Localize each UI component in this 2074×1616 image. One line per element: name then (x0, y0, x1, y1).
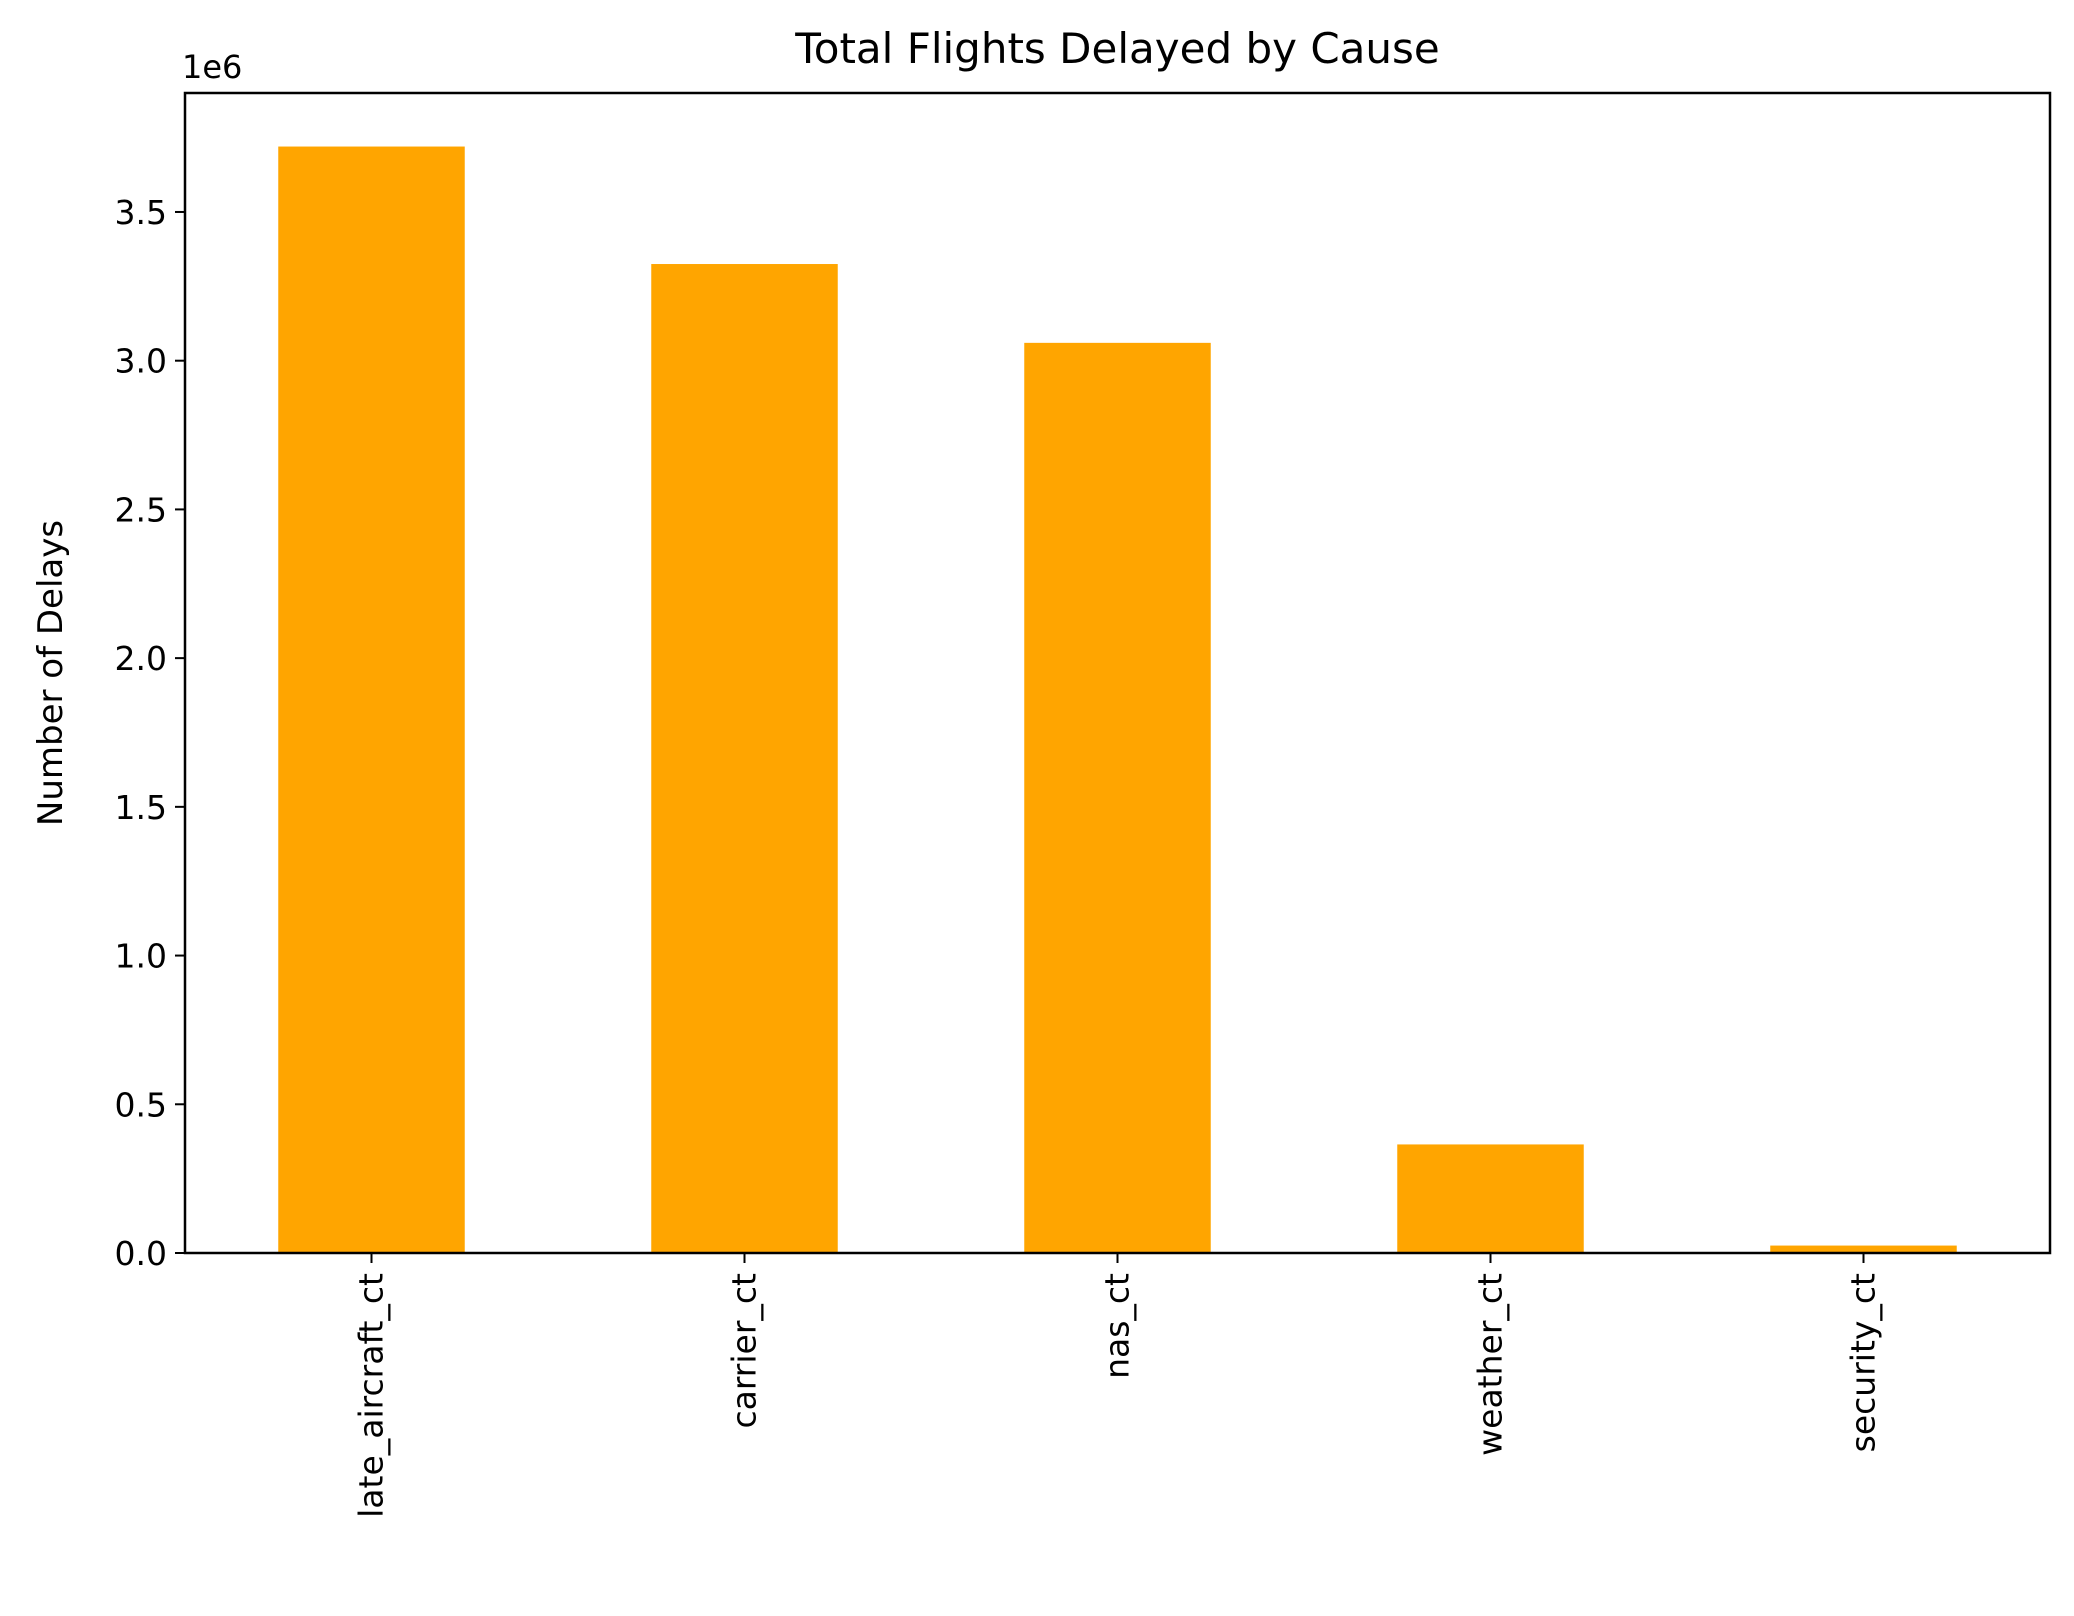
x-tick-label: weather_ct (1471, 1273, 1510, 1456)
x-tick-label: late_aircraft_ct (352, 1273, 391, 1518)
y-tick-label: 3.5 (115, 193, 167, 232)
bar-late_aircraft_ct (278, 146, 465, 1254)
y-axis-offset-label: 1e6 (182, 48, 242, 86)
y-axis-label: Number of Delays (31, 520, 71, 826)
bars-layer (278, 146, 1957, 1254)
y-tick-label: 3.0 (115, 342, 167, 381)
x-axis-ticks: late_aircraft_ct carrier_ct nas_ct weather_… (352, 1253, 1883, 1518)
bar-weather_ct (1397, 1144, 1584, 1253)
x-tick-label: nas_ct (1098, 1273, 1137, 1379)
chart-title: Total Flights Delayed by Cause (794, 24, 1439, 73)
x-tick-label: security_ct (1844, 1273, 1883, 1452)
bar-security_ct (1770, 1245, 1957, 1253)
y-tick-label: 1.0 (115, 937, 167, 976)
y-tick-label: 2.5 (115, 490, 167, 529)
bar-carrier_ct (651, 264, 838, 1253)
bar-nas_ct (1024, 342, 1211, 1253)
x-tick-label: carrier_ct (725, 1273, 764, 1429)
y-axis-ticks: 0.0 0.5 1.0 1.5 2.0 2.5 3.0 3.5 (115, 193, 185, 1273)
y-tick-label: 2.0 (115, 639, 167, 678)
y-tick-label: 1.5 (115, 788, 167, 827)
y-tick-label: 0.0 (115, 1234, 167, 1273)
y-tick-label: 0.5 (115, 1085, 167, 1124)
